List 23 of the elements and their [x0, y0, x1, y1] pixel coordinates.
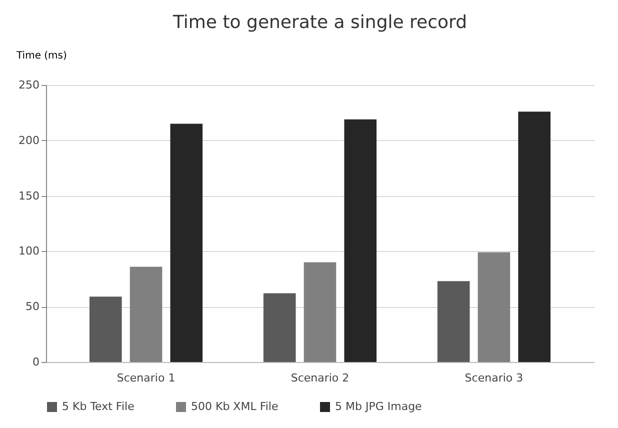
x-tick-label: Scenario 1: [116, 372, 176, 384]
bar: [130, 266, 162, 362]
x-tick-label: Scenario 3: [464, 372, 524, 384]
y-tick-label: 150: [18, 189, 40, 202]
y-tick-label: 50: [26, 300, 40, 314]
legend-label: 500 Kb XML File: [191, 400, 278, 413]
bar: [263, 293, 296, 362]
chart-title: Time to generate a single record: [172, 12, 468, 33]
y-tick-label: 100: [18, 244, 40, 258]
y-axis-title: Time (ms): [16, 50, 68, 62]
y-tick-label: 200: [18, 134, 40, 147]
bar: [304, 262, 336, 362]
bar: [170, 124, 203, 362]
bar: [437, 281, 470, 362]
bar: [344, 119, 377, 362]
y-tick-label: 250: [18, 78, 40, 92]
x-tick-label: Scenario 2: [290, 372, 350, 384]
y-tick-label: 0: [32, 356, 40, 368]
legend-label: 5 Kb Text File: [62, 400, 135, 413]
bar: [89, 296, 122, 362]
bar: [518, 112, 551, 362]
legend-label: 5 Mb JPG Image: [335, 400, 422, 413]
bar: [478, 252, 510, 362]
